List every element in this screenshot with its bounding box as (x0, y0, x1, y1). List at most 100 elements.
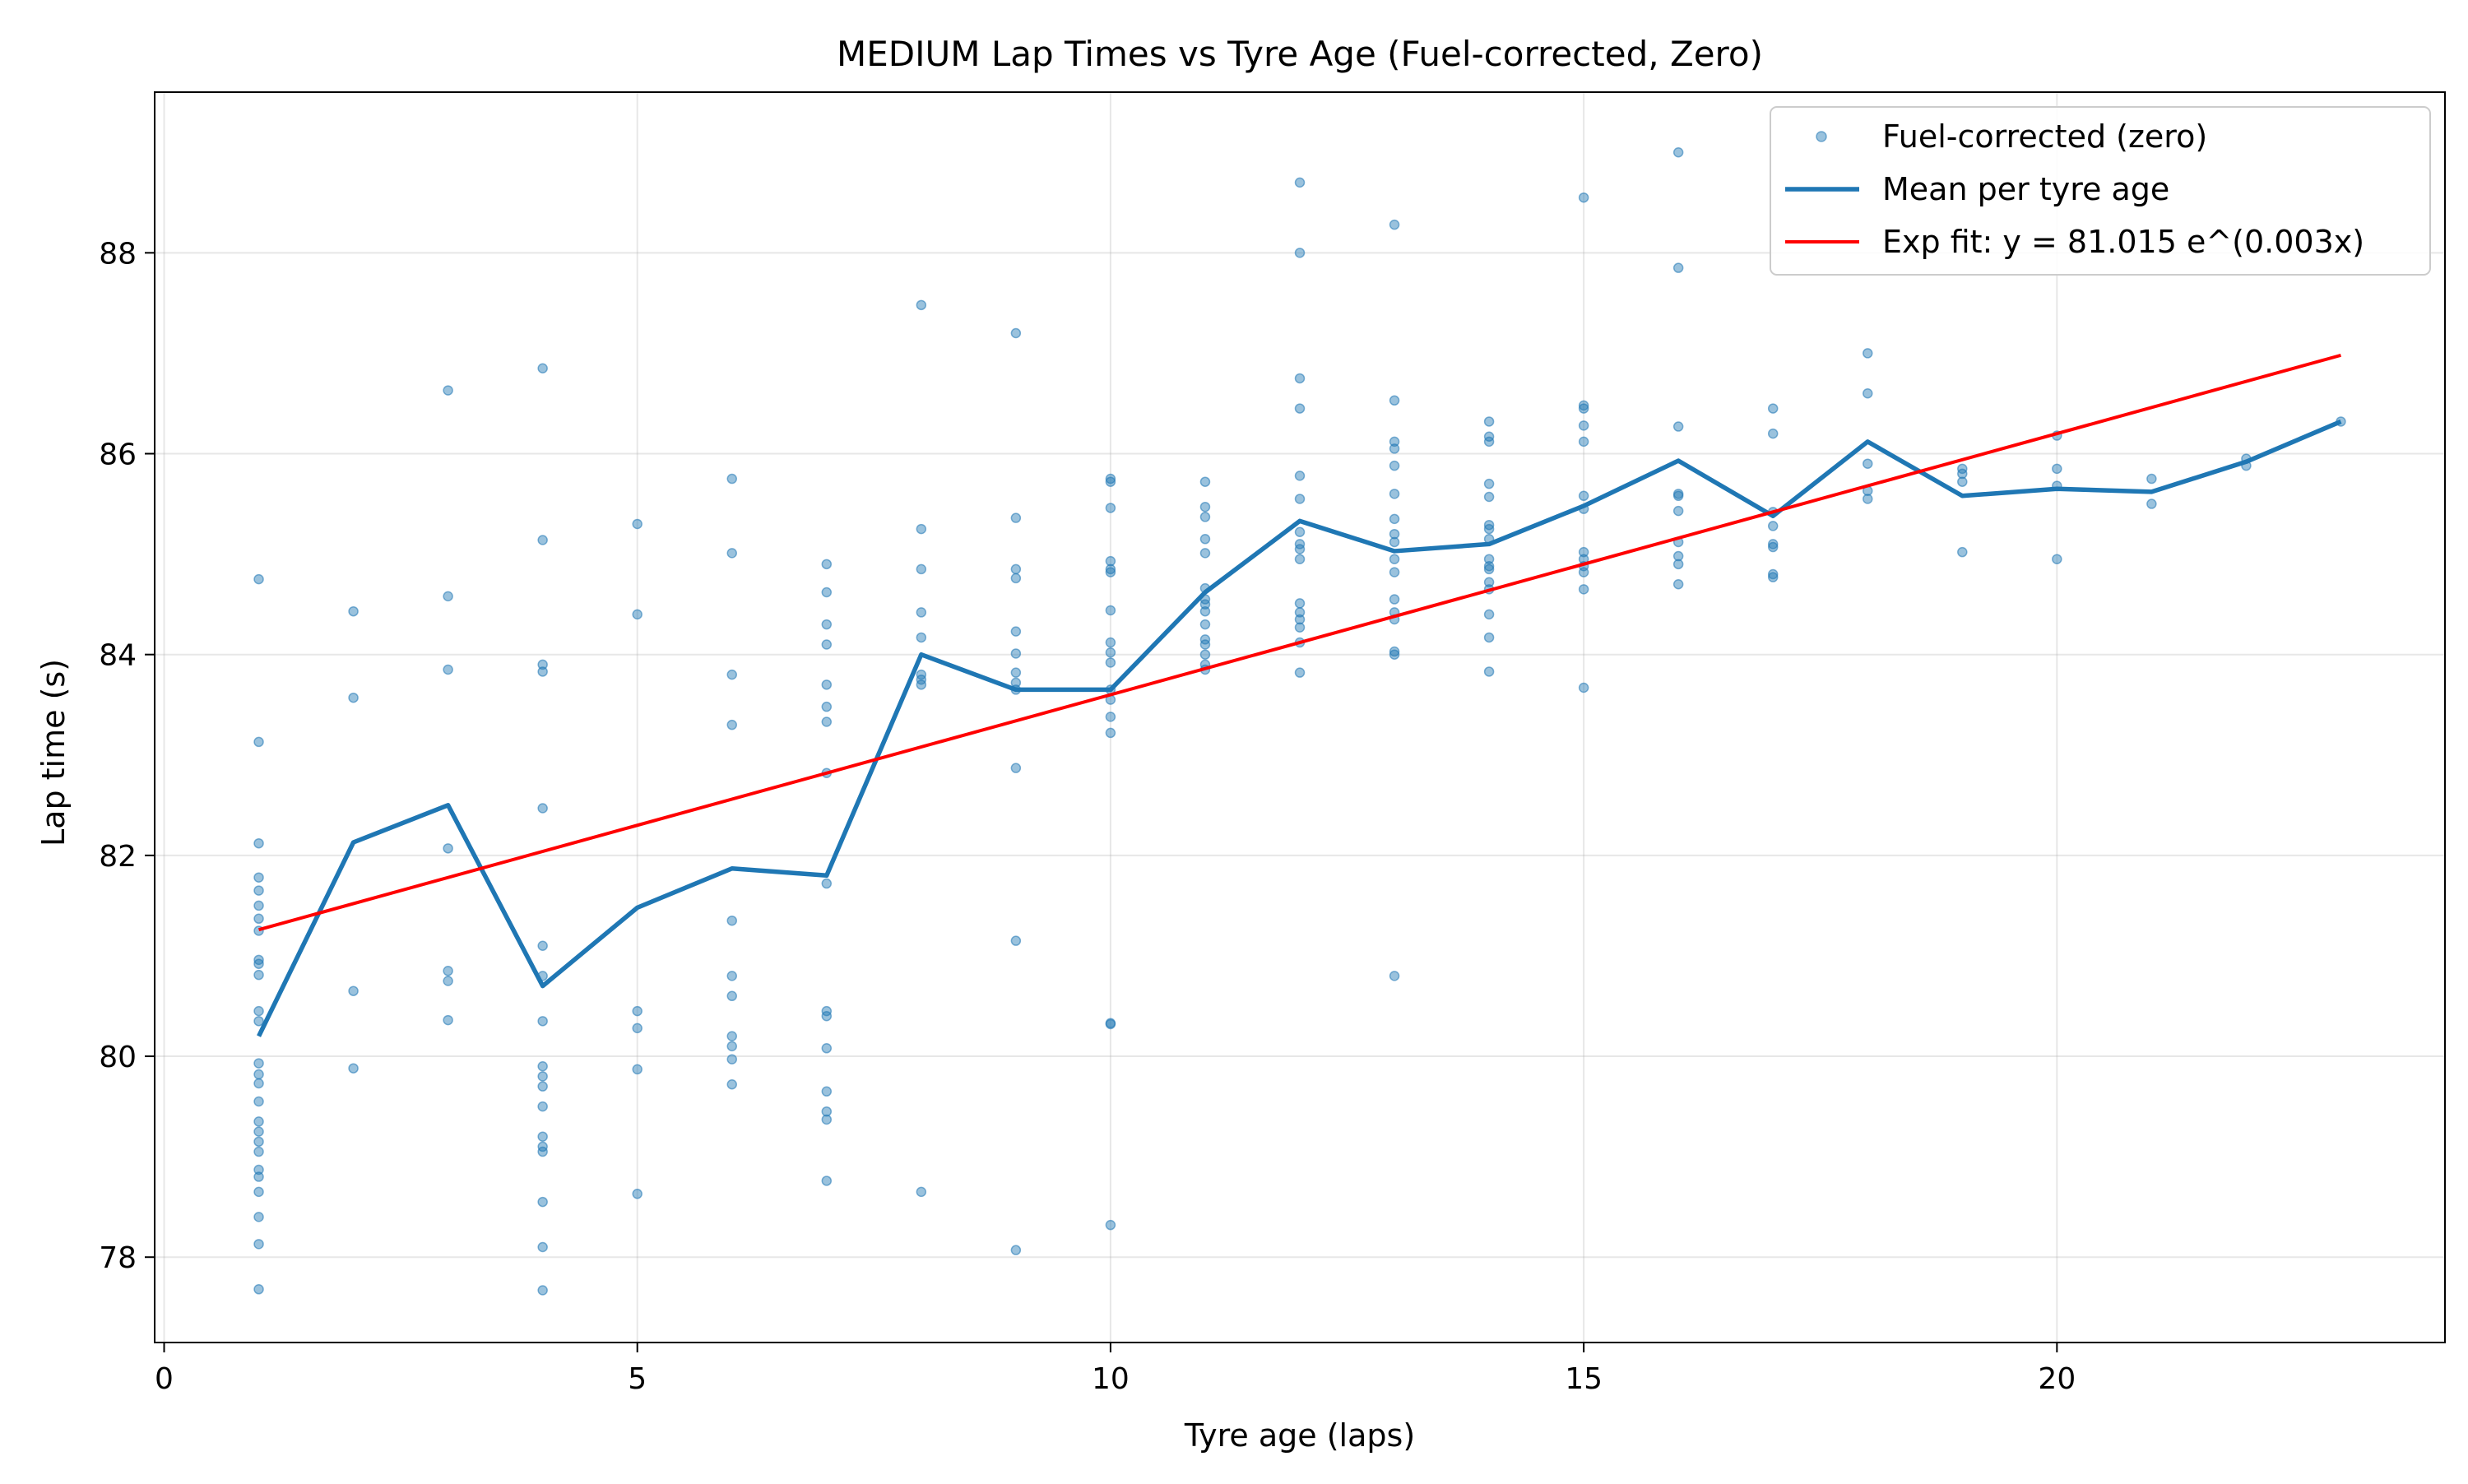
scatter-point (253, 958, 264, 969)
scatter-point (1578, 546, 1589, 558)
x-tick-label: 5 (628, 1362, 647, 1396)
scatter-point (253, 1171, 264, 1182)
scatter-point (1578, 400, 1589, 411)
scatter-point (1199, 599, 1211, 610)
scatter-point (1294, 554, 1306, 564)
scatter-point (253, 1078, 264, 1089)
scatter-point (916, 679, 927, 690)
scatter-point (821, 587, 833, 598)
legend-box (1770, 106, 2431, 276)
scatter-point (821, 619, 833, 630)
scatter-point (253, 1239, 264, 1250)
scatter-point (632, 1005, 643, 1017)
scatter-point (1578, 420, 1589, 431)
scatter-point (1672, 559, 1684, 570)
scatter-point (821, 1114, 833, 1125)
scatter-point (726, 915, 738, 926)
scatter-point (1010, 512, 1022, 523)
scatter-point (1010, 763, 1022, 773)
scatter-point (1105, 555, 1116, 567)
legend-entry-label: Fuel-corrected (zero) (1882, 118, 2207, 155)
scatter-point (1105, 473, 1116, 485)
scatter-point (1767, 521, 1779, 531)
scatter-point (1010, 573, 1022, 584)
scatter-point (1389, 489, 1400, 499)
y-tick-label: 80 (99, 1041, 137, 1074)
scatter-point (537, 1196, 548, 1208)
scatter-point (1483, 416, 1495, 427)
scatter-point (1483, 561, 1495, 572)
scatter-point (443, 843, 453, 854)
scatter-point (1483, 491, 1495, 503)
scatter-point (537, 1146, 548, 1157)
scatter-point (1105, 1018, 1116, 1030)
scatter-point (537, 1101, 548, 1112)
scatter-point (1578, 584, 1589, 595)
scatter-point (1105, 712, 1116, 722)
scatter-point (1010, 1245, 1022, 1255)
scatter-point (1199, 619, 1211, 630)
scatter-series (253, 147, 2346, 1296)
scatter-point (1199, 649, 1211, 660)
scatter-point (1199, 605, 1211, 617)
scatter-point (1578, 436, 1589, 448)
scatter-point (1105, 657, 1116, 668)
scatter-point (1389, 528, 1400, 540)
scatter-point (253, 872, 264, 883)
scatter-point (1010, 563, 1022, 575)
scatter-point (1010, 667, 1022, 678)
scatter-point (1862, 348, 1873, 359)
scatter-point (1483, 554, 1495, 564)
scatter-point (916, 632, 927, 643)
scatter-point (1199, 476, 1211, 487)
scatter-point (1957, 476, 1968, 487)
scatter-point (632, 518, 643, 530)
scatter-point (726, 971, 738, 981)
scatter-point (253, 1284, 264, 1295)
scatter-point (2146, 499, 2157, 509)
scatter-point (537, 1071, 548, 1082)
scatter-point (1105, 647, 1116, 658)
scatter-point (1767, 568, 1779, 580)
scatter-point (726, 548, 738, 559)
scatter-point (1105, 605, 1116, 616)
scatter-point (916, 299, 927, 311)
scatter-point (1105, 567, 1116, 577)
scatter-point (1389, 513, 1400, 525)
scatter-point (1578, 192, 1589, 203)
scatter-point (253, 1136, 264, 1148)
scatter-point (1389, 554, 1400, 564)
scatter-point (1294, 526, 1306, 537)
scatter-point (916, 563, 927, 575)
scatter-point (348, 985, 359, 996)
y-axis-label: Lap time (s) (35, 659, 72, 846)
scatter-point (1672, 262, 1684, 273)
scatter-point (253, 573, 264, 585)
scatter-point (537, 1016, 548, 1027)
y-tick-label: 88 (99, 237, 137, 271)
legend-entry-label: Exp fit: y = 81.015 e^(0.003x) (1882, 224, 2364, 260)
scatter-point (253, 913, 264, 925)
axis-ticks: 0 5 10 15 20 78 80 82 84 86 88 (99, 237, 2076, 1396)
scatter-point (1578, 682, 1589, 693)
scatter-point (443, 591, 453, 602)
scatter-point (1389, 649, 1400, 660)
scatter-point (1389, 536, 1400, 548)
scatter-point (821, 1043, 833, 1054)
scatter-point (1389, 594, 1400, 605)
scatter-point (443, 976, 453, 986)
scatter-point (821, 1176, 833, 1186)
scatter-point (1578, 403, 1589, 414)
scatter-point (2146, 473, 2157, 485)
legend-marker-scatter (1816, 131, 1827, 142)
scatter-point (1105, 727, 1116, 739)
scatter-point (1862, 494, 1873, 504)
scatter-point (821, 1010, 833, 1022)
scatter-point (1199, 501, 1211, 512)
x-tick-label: 15 (1565, 1362, 1603, 1396)
scatter-point (1294, 598, 1306, 609)
legend: Fuel-corrected (zero) Mean per tyre age Ex… (1770, 106, 2431, 276)
scatter-point (821, 559, 833, 570)
scatter-point (1767, 539, 1779, 550)
scatter-point (821, 1086, 833, 1097)
